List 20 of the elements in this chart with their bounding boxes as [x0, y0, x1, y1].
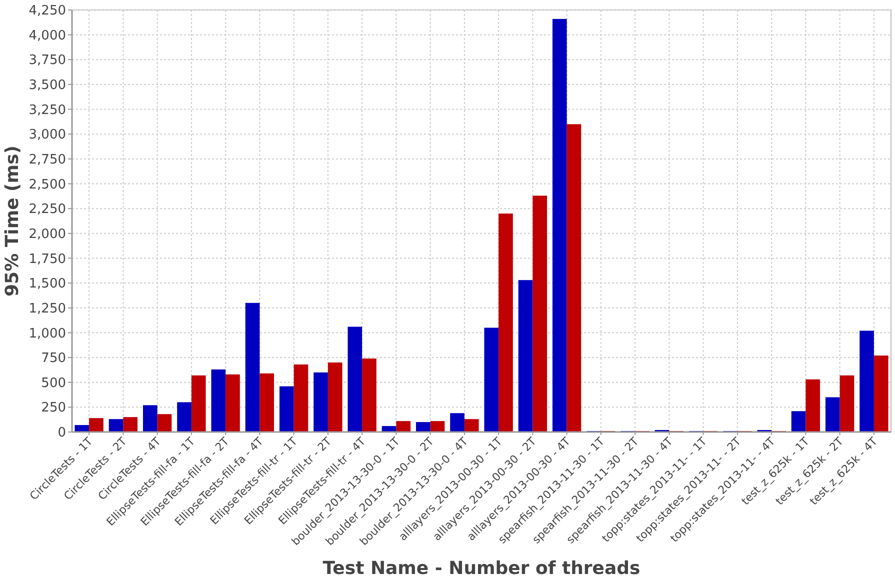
y-tick-label: 1,250: [28, 301, 66, 316]
y-tick-label: 1,750: [28, 252, 66, 267]
y-tick-label: 0: [58, 426, 66, 441]
y-tick-label: 2,000: [28, 226, 66, 242]
y-tick-label: 2,500: [28, 177, 66, 192]
y-tick-label: 500: [41, 376, 66, 391]
y-tick-label: 2,250: [28, 202, 66, 218]
y-tick-label: 3,500: [28, 78, 66, 94]
y-axis-title: 95% Time (ms): [2, 146, 23, 296]
y-tick-label: 3,000: [28, 128, 66, 143]
y-tick-label: 1,000: [28, 326, 66, 342]
x-axis-title: Test Name - Number of threads: [322, 558, 640, 579]
y-tick-label: 4,000: [28, 28, 66, 44]
y-tick-label: 1,500: [28, 276, 66, 292]
y-tick-label: 4,250: [28, 4, 66, 19]
y-tick-label: 750: [41, 351, 66, 366]
y-tick-label: 250: [41, 400, 66, 416]
y-tick-label: 3,250: [28, 102, 66, 118]
y-tick-label: 3,750: [28, 53, 66, 68]
y-tick-label: 2,750: [28, 152, 66, 168]
